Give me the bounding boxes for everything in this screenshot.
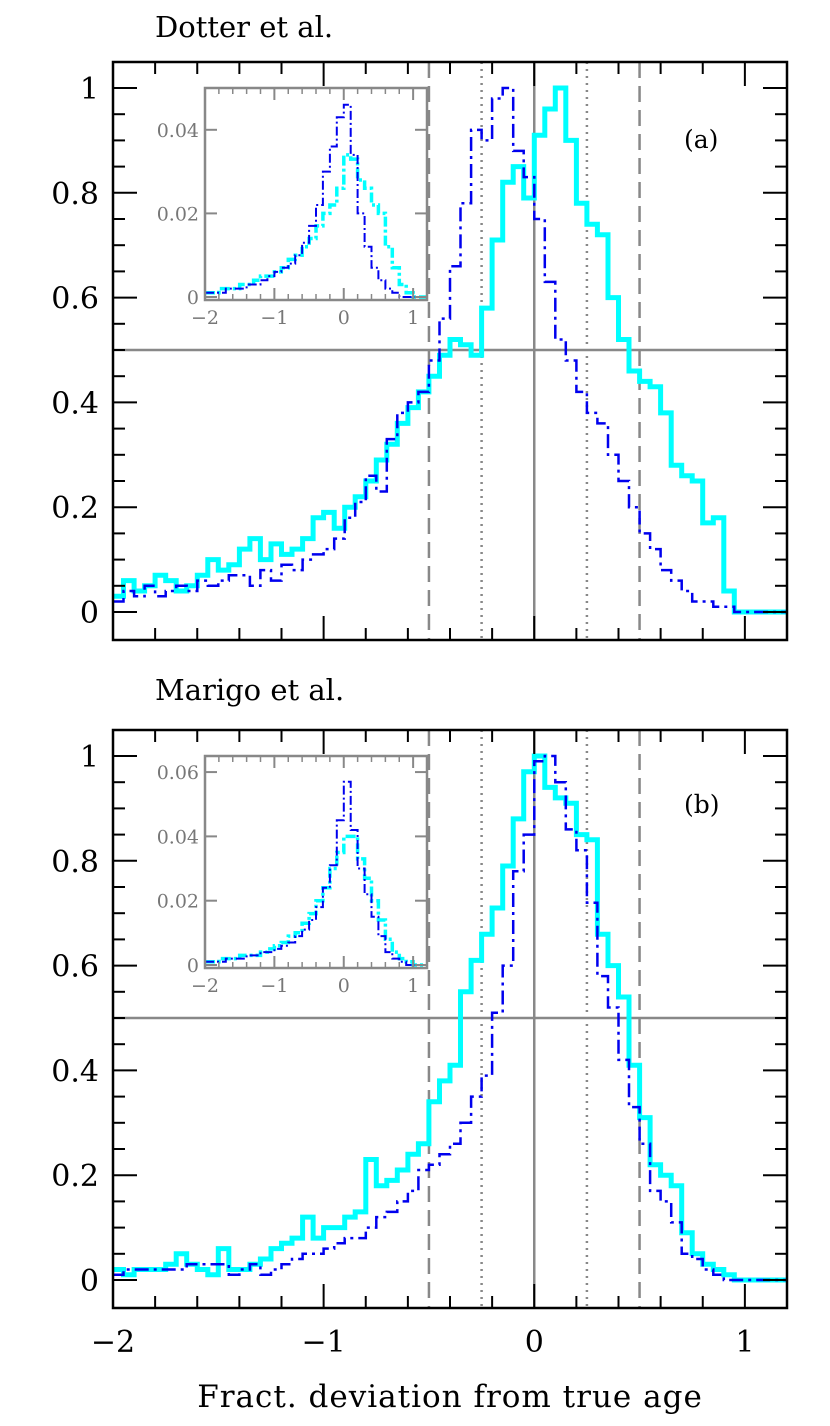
- panel-a-ytick-label: 0.6: [51, 282, 99, 317]
- panel-a-inset-xtick-label: 0: [338, 307, 350, 329]
- panel-b-ytick-label: 0.8: [51, 845, 99, 880]
- panel-a-ytick-label: 1: [80, 72, 99, 107]
- panel-b-axes: 0 0.2 0.4 0.6 0.8 1 −2 −1 0 1 0 0.02 0.04 0.06 −2 −1 0 1: [51, 728, 789, 1360]
- panel-b-xtick-label: 0: [525, 1325, 544, 1360]
- panel-b-xtick-label: −2: [91, 1325, 135, 1360]
- panel-b-inset-xtick-label: −2: [191, 975, 219, 997]
- panel-b-series-blue-histogram: [113, 754, 787, 1282]
- panel-a-letter: (a): [684, 125, 718, 154]
- panel-b-inset-xtick-label: 1: [407, 975, 419, 997]
- panel-b-inset-series-blue: [205, 780, 427, 966]
- panel-b-inset-xtick-label: 0: [338, 975, 350, 997]
- panel-a-series-blue-histogram: [113, 86, 787, 614]
- panel-a-inset-series-cyan: [205, 153, 427, 299]
- panel-b-ytick-label: 0: [80, 1264, 99, 1299]
- panel-b-ytick-label: 1: [80, 740, 99, 775]
- panel-a-title: Dotter et al.: [155, 10, 333, 44]
- panel-b-xtick-label: −1: [302, 1325, 346, 1360]
- panel-b-letter: (b): [684, 790, 720, 819]
- panel-a-ytick-label: 0.4: [51, 386, 99, 421]
- panel-b-inset-xtick-label: −1: [260, 975, 288, 997]
- panel-a-ytick-label: 0.2: [51, 491, 99, 526]
- panel-b-title: Marigo et al.: [155, 673, 344, 707]
- x-axis-title: Fract. deviation from true age: [197, 1379, 703, 1415]
- panel-a-inset-xtick-label: −2: [191, 307, 219, 329]
- panel-b-inset-ytick-label: 0.04: [157, 826, 199, 848]
- panel-b: Marigo et al. (b) 00.20.40.60.81−2 −1 0 100…: [51, 673, 789, 1360]
- panel-a-inset-series-blue: [205, 103, 427, 298]
- panel-b-xtick-label: 1: [735, 1325, 754, 1360]
- panel-b-inset-bg: [205, 756, 427, 968]
- panel-a-axes: 0 0.2 0.4 0.6 0.8 1 0 0.02 0.04 −2 −1 0 1: [51, 60, 789, 642]
- panel-a-inset-ytick-label: 0.04: [157, 120, 199, 142]
- panel-b-ytick-label: 0.6: [51, 950, 99, 985]
- panel-a-inset-ytick-label: 0: [187, 287, 199, 309]
- panel-b-inset-ytick-label: 0.02: [157, 891, 199, 913]
- panel-b-ytick-label: 0.2: [51, 1159, 99, 1194]
- panel-b-ytick-label: 0.4: [51, 1054, 99, 1089]
- panel-a-inset-xtick-label: 1: [407, 307, 419, 329]
- panel-a-inset-ytick-label: 0.02: [157, 203, 199, 225]
- panel-b-inset-ytick-label: 0: [187, 955, 199, 977]
- panel-a-series-cyan-histogram: [113, 85, 787, 615]
- panel-a-inset-bg: [205, 88, 427, 300]
- panel-a: Dotter et al. (a) 0 0.2 0.4 0.6 0.8 1 0 0.02 0.0…: [51, 10, 789, 642]
- panel-a-ytick-label: 0.8: [51, 177, 99, 212]
- panel-a-inset-xtick-label: −1: [260, 307, 288, 329]
- panel-b-inset-ytick-label: 0.06: [157, 762, 199, 784]
- panel-a-ytick-label: 0: [80, 596, 99, 631]
